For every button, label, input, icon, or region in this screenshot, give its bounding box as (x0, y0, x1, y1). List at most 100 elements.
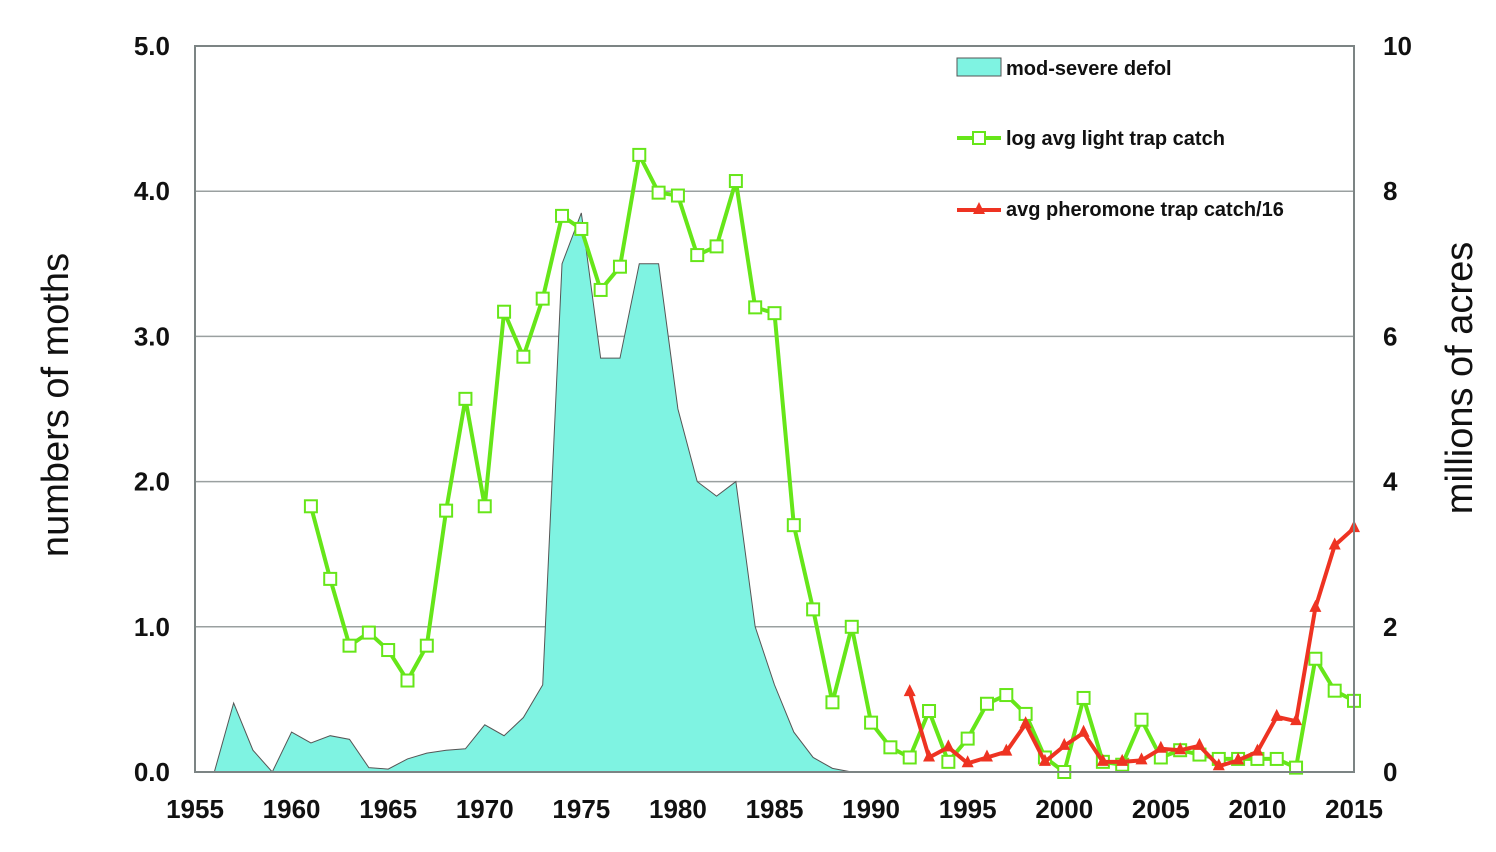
x-tick-1955: 1955 (166, 794, 224, 824)
x-tick-2015: 2015 (1325, 794, 1383, 824)
pheromone-point-1994 (942, 739, 955, 752)
light-trap-point-1979 (651, 185, 666, 200)
x-tick-1965: 1965 (359, 794, 417, 824)
y2-tick-10: 10 (1383, 31, 1412, 61)
x-tick-1980: 1980 (649, 794, 707, 824)
light-trap-point-1978 (632, 147, 647, 162)
legend-marker-pheromone (973, 202, 985, 214)
y-tick-4.0: 4.0 (134, 176, 170, 206)
x-tick-1970: 1970 (456, 794, 514, 824)
pheromone-point-2008 (1212, 758, 1225, 771)
light-trap-point-1969 (458, 391, 473, 406)
light-trap-point-1996 (979, 696, 994, 711)
pheromone-point-2009 (1232, 752, 1245, 765)
series-pheromone (903, 520, 1360, 771)
pheromone-point-1995 (961, 755, 974, 768)
light-trap-point-1962 (323, 571, 338, 586)
y-tick-3.0: 3.0 (134, 321, 170, 351)
light-trap-line (308, 152, 1355, 774)
pheromone-point-1999 (1038, 753, 1051, 766)
pheromone-point-2012 (1290, 713, 1303, 726)
series-light-trap (303, 147, 1361, 779)
defoliation-area-layer (195, 212, 852, 773)
light-trap-point-1994 (941, 754, 956, 769)
x-tick-1975: 1975 (552, 794, 610, 824)
x-tick-1960: 1960 (263, 794, 321, 824)
light-trap-point-1989 (844, 619, 859, 634)
defol-area (195, 212, 852, 773)
pheromone-point-2011 (1270, 708, 1283, 721)
y2-tick-0: 0 (1383, 757, 1397, 787)
light-trap-point-1970 (477, 499, 492, 514)
light-trap-point-1977 (612, 259, 627, 274)
y2-tick-2: 2 (1383, 612, 1397, 642)
light-trap-point-2013 (1308, 651, 1323, 666)
pheromone-point-2006 (1174, 742, 1187, 755)
pheromone-point-1997 (1000, 743, 1013, 756)
light-trap-point-1964 (361, 625, 376, 640)
y-tick-0.0: 0.0 (134, 757, 170, 787)
light-trap-point-1974 (555, 208, 570, 223)
x-tick-2000: 2000 (1035, 794, 1093, 824)
light-trap-point-1961 (303, 499, 318, 514)
light-trap-point-1990 (864, 715, 879, 730)
plot-frame (194, 45, 1355, 773)
pheromone-point-1996 (980, 749, 993, 762)
x-tick-1995: 1995 (939, 794, 997, 824)
y-axis-title: numbers of moths (35, 253, 77, 557)
y-tick-2.0: 2.0 (134, 467, 170, 497)
legend-swatch-defol (956, 57, 1002, 77)
legend-marker-light-trap (972, 131, 986, 145)
light-trap-point-2011 (1269, 751, 1284, 766)
gridlines (195, 190, 1354, 628)
defol-area-edge (195, 212, 852, 773)
legend-label-pheromone: avg pheromone trap catch/16 (1006, 199, 1284, 221)
pheromone-point-2004 (1135, 752, 1148, 765)
pheromone-point-2002 (1096, 753, 1109, 766)
y2-tick-8: 8 (1383, 176, 1397, 206)
light-trap-point-1963 (342, 638, 357, 653)
light-trap-point-1983 (728, 174, 743, 189)
light-trap-point-1991 (883, 740, 898, 755)
legend: mod-severe defol log avg light trap catc… (956, 57, 1284, 221)
pheromone-point-2001 (1077, 724, 1090, 737)
pheromone-point-2000 (1058, 737, 1071, 750)
pheromone-point-2007 (1193, 737, 1206, 750)
light-trap-point-1995 (960, 731, 975, 746)
y2-axis-title: millions of acres (1439, 242, 1481, 514)
light-trap-point-1968 (439, 503, 454, 518)
pheromone-point-1992 (903, 684, 916, 697)
light-trap-point-1985 (767, 306, 782, 321)
pheromone-point-2014 (1328, 537, 1341, 550)
light-trap-point-1986 (786, 518, 801, 533)
light-trap-point-1966 (400, 673, 415, 688)
light-trap-point-1982 (709, 239, 724, 254)
light-trap-point-1984 (748, 300, 763, 315)
light-trap-point-2001 (1076, 690, 1091, 705)
line-series-layer (303, 147, 1361, 779)
light-trap-point-1987 (806, 602, 821, 617)
light-trap-point-1973 (535, 291, 550, 306)
pheromone-point-2013 (1309, 599, 1322, 612)
pheromone-point-1998 (1019, 716, 1032, 729)
light-trap-point-2014 (1327, 683, 1342, 698)
x-tick-2010: 2010 (1228, 794, 1286, 824)
x-tick-1985: 1985 (746, 794, 804, 824)
legend-label-light-trap: log avg light trap catch (1006, 128, 1225, 150)
y2-tick-6: 6 (1383, 321, 1397, 351)
light-trap-point-1988 (825, 695, 840, 710)
light-trap-point-1972 (516, 349, 531, 364)
light-trap-point-1992 (902, 750, 917, 765)
x-tick-2005: 2005 (1132, 794, 1190, 824)
light-trap-point-1993 (922, 704, 937, 719)
pheromone-point-2010 (1251, 743, 1264, 756)
y-tick-1.0: 1.0 (134, 612, 170, 642)
y2-tick-4: 4 (1383, 467, 1398, 497)
light-trap-point-1976 (593, 282, 608, 297)
light-trap-point-1997 (999, 688, 1014, 703)
pheromone-line (907, 526, 1356, 769)
y-tick-5.0: 5.0 (134, 31, 170, 61)
light-trap-point-2004 (1134, 712, 1149, 727)
